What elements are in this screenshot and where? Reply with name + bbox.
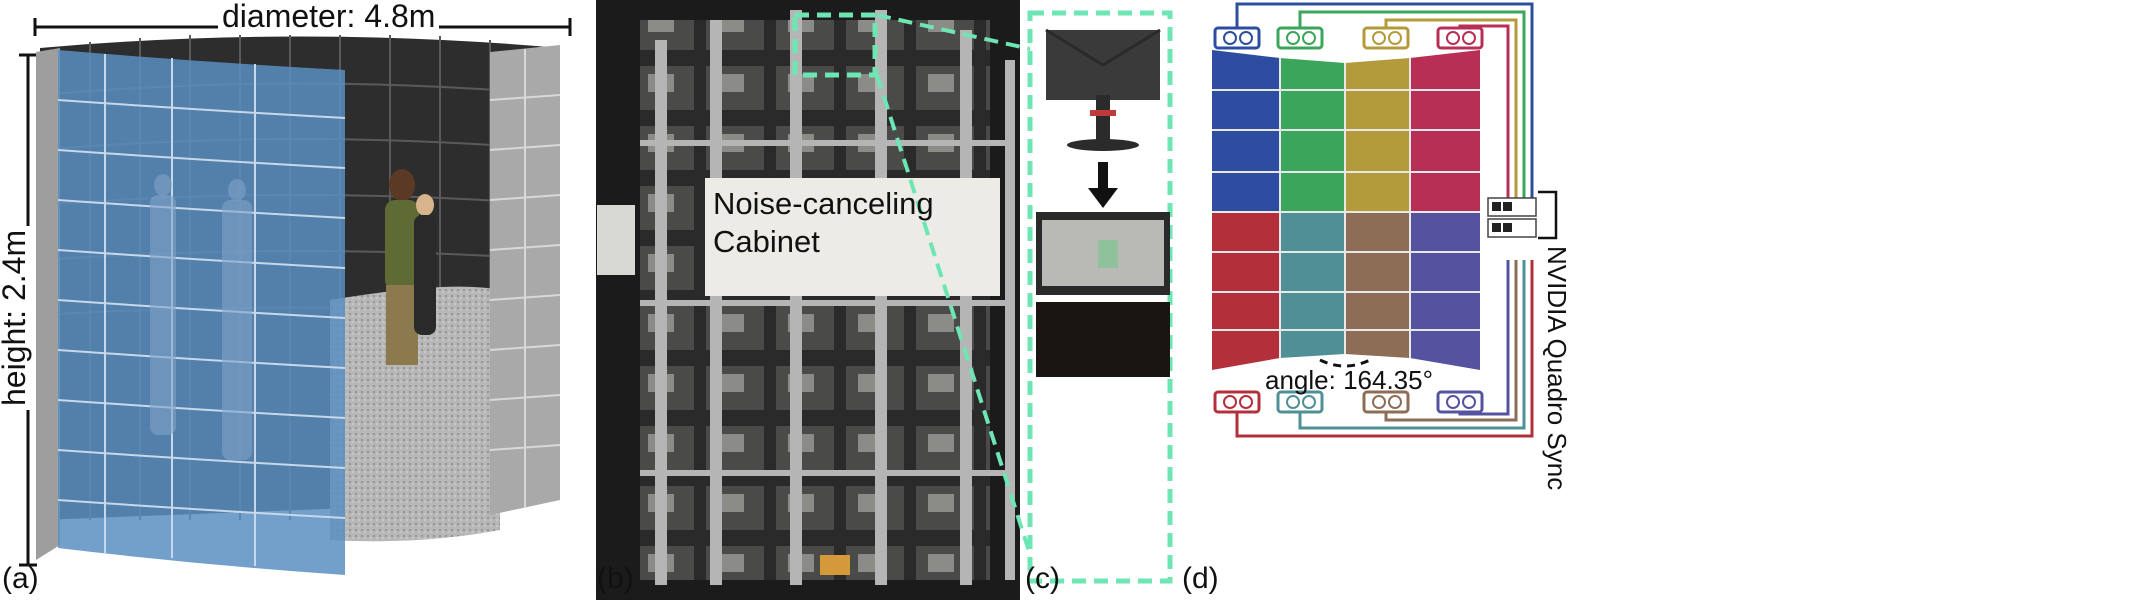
bare-panel-board (1098, 240, 1118, 268)
zoom-line-top (876, 13, 1036, 52)
tile-region-teal (1280, 212, 1345, 358)
people-silhouettes (385, 169, 436, 365)
angle-label: angle: 164.35° (1265, 365, 1433, 395)
monitor-stand-accent (1090, 110, 1116, 116)
highlight-box (792, 12, 878, 78)
floor-box (820, 555, 850, 575)
display-wall (1212, 50, 1480, 370)
down-arrow-head (1088, 188, 1118, 208)
height-label: height: 2.4m (0, 225, 33, 410)
tile-region-gold (1345, 58, 1410, 212)
panel-label-d: (d) (1182, 562, 1219, 595)
side-cabinet-box (597, 205, 635, 275)
cabinet-label-line2: Cabinet (713, 224, 820, 259)
sync-bracket (1538, 190, 1558, 240)
sync-cards (1487, 190, 1558, 240)
gpu-row-bottom (1213, 390, 1484, 414)
panel-b (596, 0, 1037, 600)
screen-off (1036, 302, 1170, 377)
monitor-back-ridge (1045, 28, 1161, 67)
cabinet-label-line1: Noise-canceling (713, 186, 934, 221)
panel-label-a: (a) (2, 562, 39, 595)
gpu-row-top (1213, 26, 1484, 50)
sync-label: NVIDIA Quadro Sync (1542, 246, 1572, 491)
tile-grid (1212, 58, 1480, 358)
cabinet-label-board (705, 178, 1000, 296)
rig-frame (640, 10, 1015, 585)
panel-label-b: (b) (597, 562, 634, 595)
sync-cables (1235, 2, 1534, 438)
monitor-base (1067, 139, 1139, 151)
tile-region-green (1280, 58, 1345, 212)
panel-c (1027, 10, 1173, 584)
panel-a (19, 18, 572, 575)
diameter-label: diameter: 4.8m (218, 0, 440, 35)
down-arrow-shaft (1098, 162, 1108, 190)
cylinder-left-edge (36, 48, 60, 560)
cylinder-front-glass (58, 50, 345, 575)
cylinder-floor (330, 286, 500, 542)
glass-reflections (150, 174, 252, 460)
monitor-stand (1096, 95, 1110, 140)
tile-region-brown (1345, 212, 1410, 358)
panel-label-c: (c) (1025, 562, 1060, 595)
angle-arc (1319, 358, 1371, 368)
panel-d (1212, 2, 1558, 438)
right-wall-grid (489, 49, 561, 508)
